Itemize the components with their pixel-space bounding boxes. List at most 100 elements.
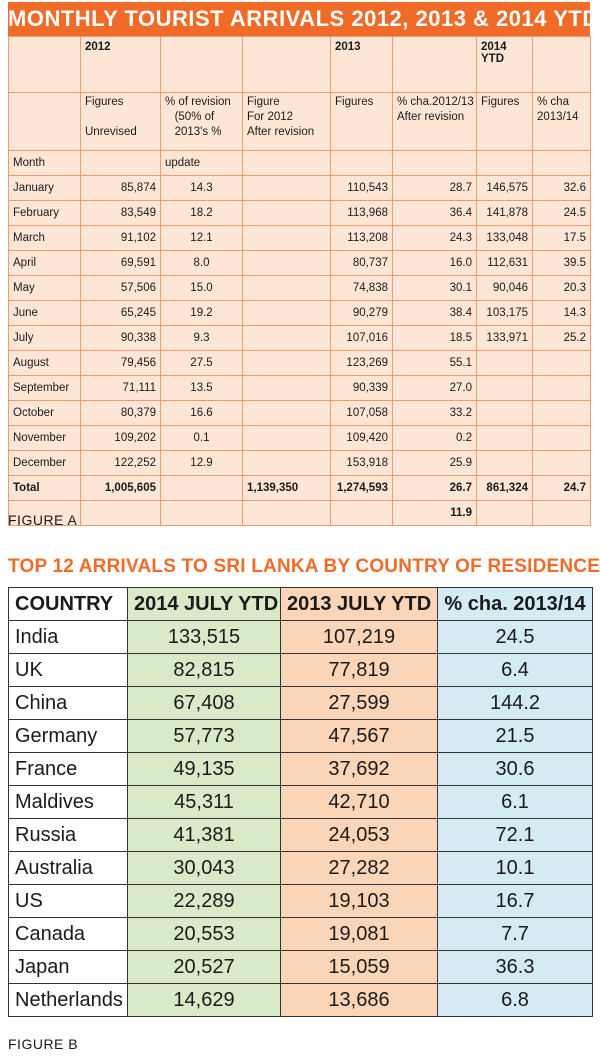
table-row-cell-2: 9.3 [160,325,243,351]
header-label-row-cell-0 [8,92,81,151]
country-row-cell-1: 49,135 [127,752,281,786]
country-row: Russia 41,381 24,053 72.1 [8,818,593,852]
country-row-cell-2: 37,692 [280,752,438,786]
country-row-cell-0: Maldives [8,785,128,819]
table-row-cell-5: 36.4 [392,200,477,226]
figure-a: MONTHLY TOURIST ARRIVALS 2012, 2013 & 20… [8,2,598,526]
country-row-cell-3: 24.5 [437,620,593,654]
revision-row-cell-0 [8,500,81,526]
table-row-cell-2: 19.2 [160,300,243,326]
table-row-cell-5: 55.1 [392,350,477,376]
table-row-cell-5: 38.4 [392,300,477,326]
table-row-cell-0: May [8,275,81,301]
table-row-cell-4: 113,968 [330,200,393,226]
table-row-cell-1: 65,245 [80,300,161,326]
table-row: January 85,874 14.3 110,543 28.7 146,575 32.6 [8,175,591,201]
country-row-cell-2: 27,282 [280,851,438,885]
table-row-cell-0: September [8,375,81,401]
table-row-cell-6 [476,375,533,401]
table-row-cell-1: 85,874 [80,175,161,201]
table-row-cell-4: 153,918 [330,450,393,476]
table-row-cell-5: 18.5 [392,325,477,351]
table-row-cell-5: 28.7 [392,175,477,201]
header-label-row-cell-1: Figures Unrevised [80,92,161,151]
header-year-row-cell-7 [532,36,591,93]
country-row: Germany 57,773 47,567 21.5 [8,719,593,753]
table-row: July 90,338 9.3 107,016 18.5 133,971 25.2 [8,325,591,351]
table-row-cell-0: July [8,325,81,351]
table-row-cell-0: June [8,300,81,326]
table-row-cell-6 [476,450,533,476]
country-row-cell-1: 22,289 [127,884,281,918]
table-row-cell-7: 14.3 [532,300,591,326]
revision-row-cell-3 [242,500,331,526]
table-row: February 83,549 18.2 113,968 36.4 141,878 24.5 [8,200,591,226]
table-row-cell-3 [242,200,331,226]
country-row-cell-3: 16.7 [437,884,593,918]
header-year-row-cell-5 [392,36,477,93]
table-row: October 80,379 16.6 107,058 33.2 [8,400,591,426]
table-row-cell-4: 74,838 [330,275,393,301]
table-row-cell-3 [242,375,331,401]
country-row-cell-3: 36.3 [437,950,593,984]
country-row: UK 82,815 77,819 6.4 [8,653,593,687]
country-row-cell-2: 15,059 [280,950,438,984]
country-row-cell-0: Canada [8,917,128,951]
country-row-cell-0: India [8,620,128,654]
country-row-cell-1: 45,311 [127,785,281,819]
table-row-cell-2: 13.5 [160,375,243,401]
header-month-row-cell-5 [392,150,477,176]
country-row-cell-3: 6.4 [437,653,593,687]
table-row-cell-6: 146,575 [476,175,533,201]
table-row-cell-4: 90,339 [330,375,393,401]
country-row-cell-1: 14,629 [127,983,281,1017]
header-label-row-cell-5: % cha.2012/13 After revision [392,92,477,151]
figure-a-caption: FIGURE A [8,512,78,528]
header-label-row-cell-7: % cha 2013/14 [532,92,591,151]
country-row: Australia 30,043 27,282 10.1 [8,851,593,885]
total-row-cell-2 [160,475,243,501]
table-row-cell-3 [242,450,331,476]
table-row-cell-2: 14.3 [160,175,243,201]
table-row-cell-1: 57,506 [80,275,161,301]
table-row-cell-1: 109,202 [80,425,161,451]
table-row-cell-5: 25.9 [392,450,477,476]
country-row: US 22,289 19,103 16.7 [8,884,593,918]
country-row-cell-2: 19,103 [280,884,438,918]
country-row-cell-3: 30.6 [437,752,593,786]
table-row-cell-3 [242,250,331,276]
table-row: June 65,245 19.2 90,279 38.4 103,175 14.3 [8,300,591,326]
country-header-row-cell-2: 2013 JULY YTD [280,587,438,621]
country-row-cell-1: 133,515 [127,620,281,654]
country-row-cell-1: 82,815 [127,653,281,687]
country-row-cell-3: 21.5 [437,719,593,753]
total-row-cell-3: 1,139,350 [242,475,331,501]
country-row: France 49,135 37,692 30.6 [8,752,593,786]
table-row-cell-0: March [8,225,81,251]
table-row-cell-7 [532,375,591,401]
header-label-row-cell-2: % of revision (50% of 2013's % [160,92,243,151]
table-row-cell-1: 91,102 [80,225,161,251]
table-row-cell-1: 69,591 [80,250,161,276]
total-row-cell-5: 26.7 [392,475,477,501]
header-label-row-cell-4: Figures [330,92,393,151]
table-row: September 71,111 13.5 90,339 27.0 [8,375,591,401]
country-row-cell-1: 20,527 [127,950,281,984]
table-row-cell-3 [242,225,331,251]
table-row: May 57,506 15.0 74,838 30.1 90,046 20.3 [8,275,591,301]
table-row-cell-6: 103,175 [476,300,533,326]
country-header-row: COUNTRY 2014 JULY YTD 2013 JULY YTD% cha. … [8,587,593,621]
table-row-cell-0: October [8,400,81,426]
table-row-cell-6: 90,046 [476,275,533,301]
header-year-row-cell-1: 2012 [80,36,161,93]
table-row-cell-6 [476,400,533,426]
country-row-cell-1: 57,773 [127,719,281,753]
table-row-cell-2: 0.1 [160,425,243,451]
figure-b-caption: FIGURE B [8,1036,79,1052]
table-row-cell-4: 107,016 [330,325,393,351]
revision-row-cell-2 [160,500,243,526]
table-row-cell-1: 79,456 [80,350,161,376]
figure-a-title: MONTHLY TOURIST ARRIVALS 2012, 2013 & 20… [8,2,598,36]
country-row-cell-2: 42,710 [280,785,438,819]
table-row: April 69,591 8.0 80,737 16.0 112,631 39.5 [8,250,591,276]
